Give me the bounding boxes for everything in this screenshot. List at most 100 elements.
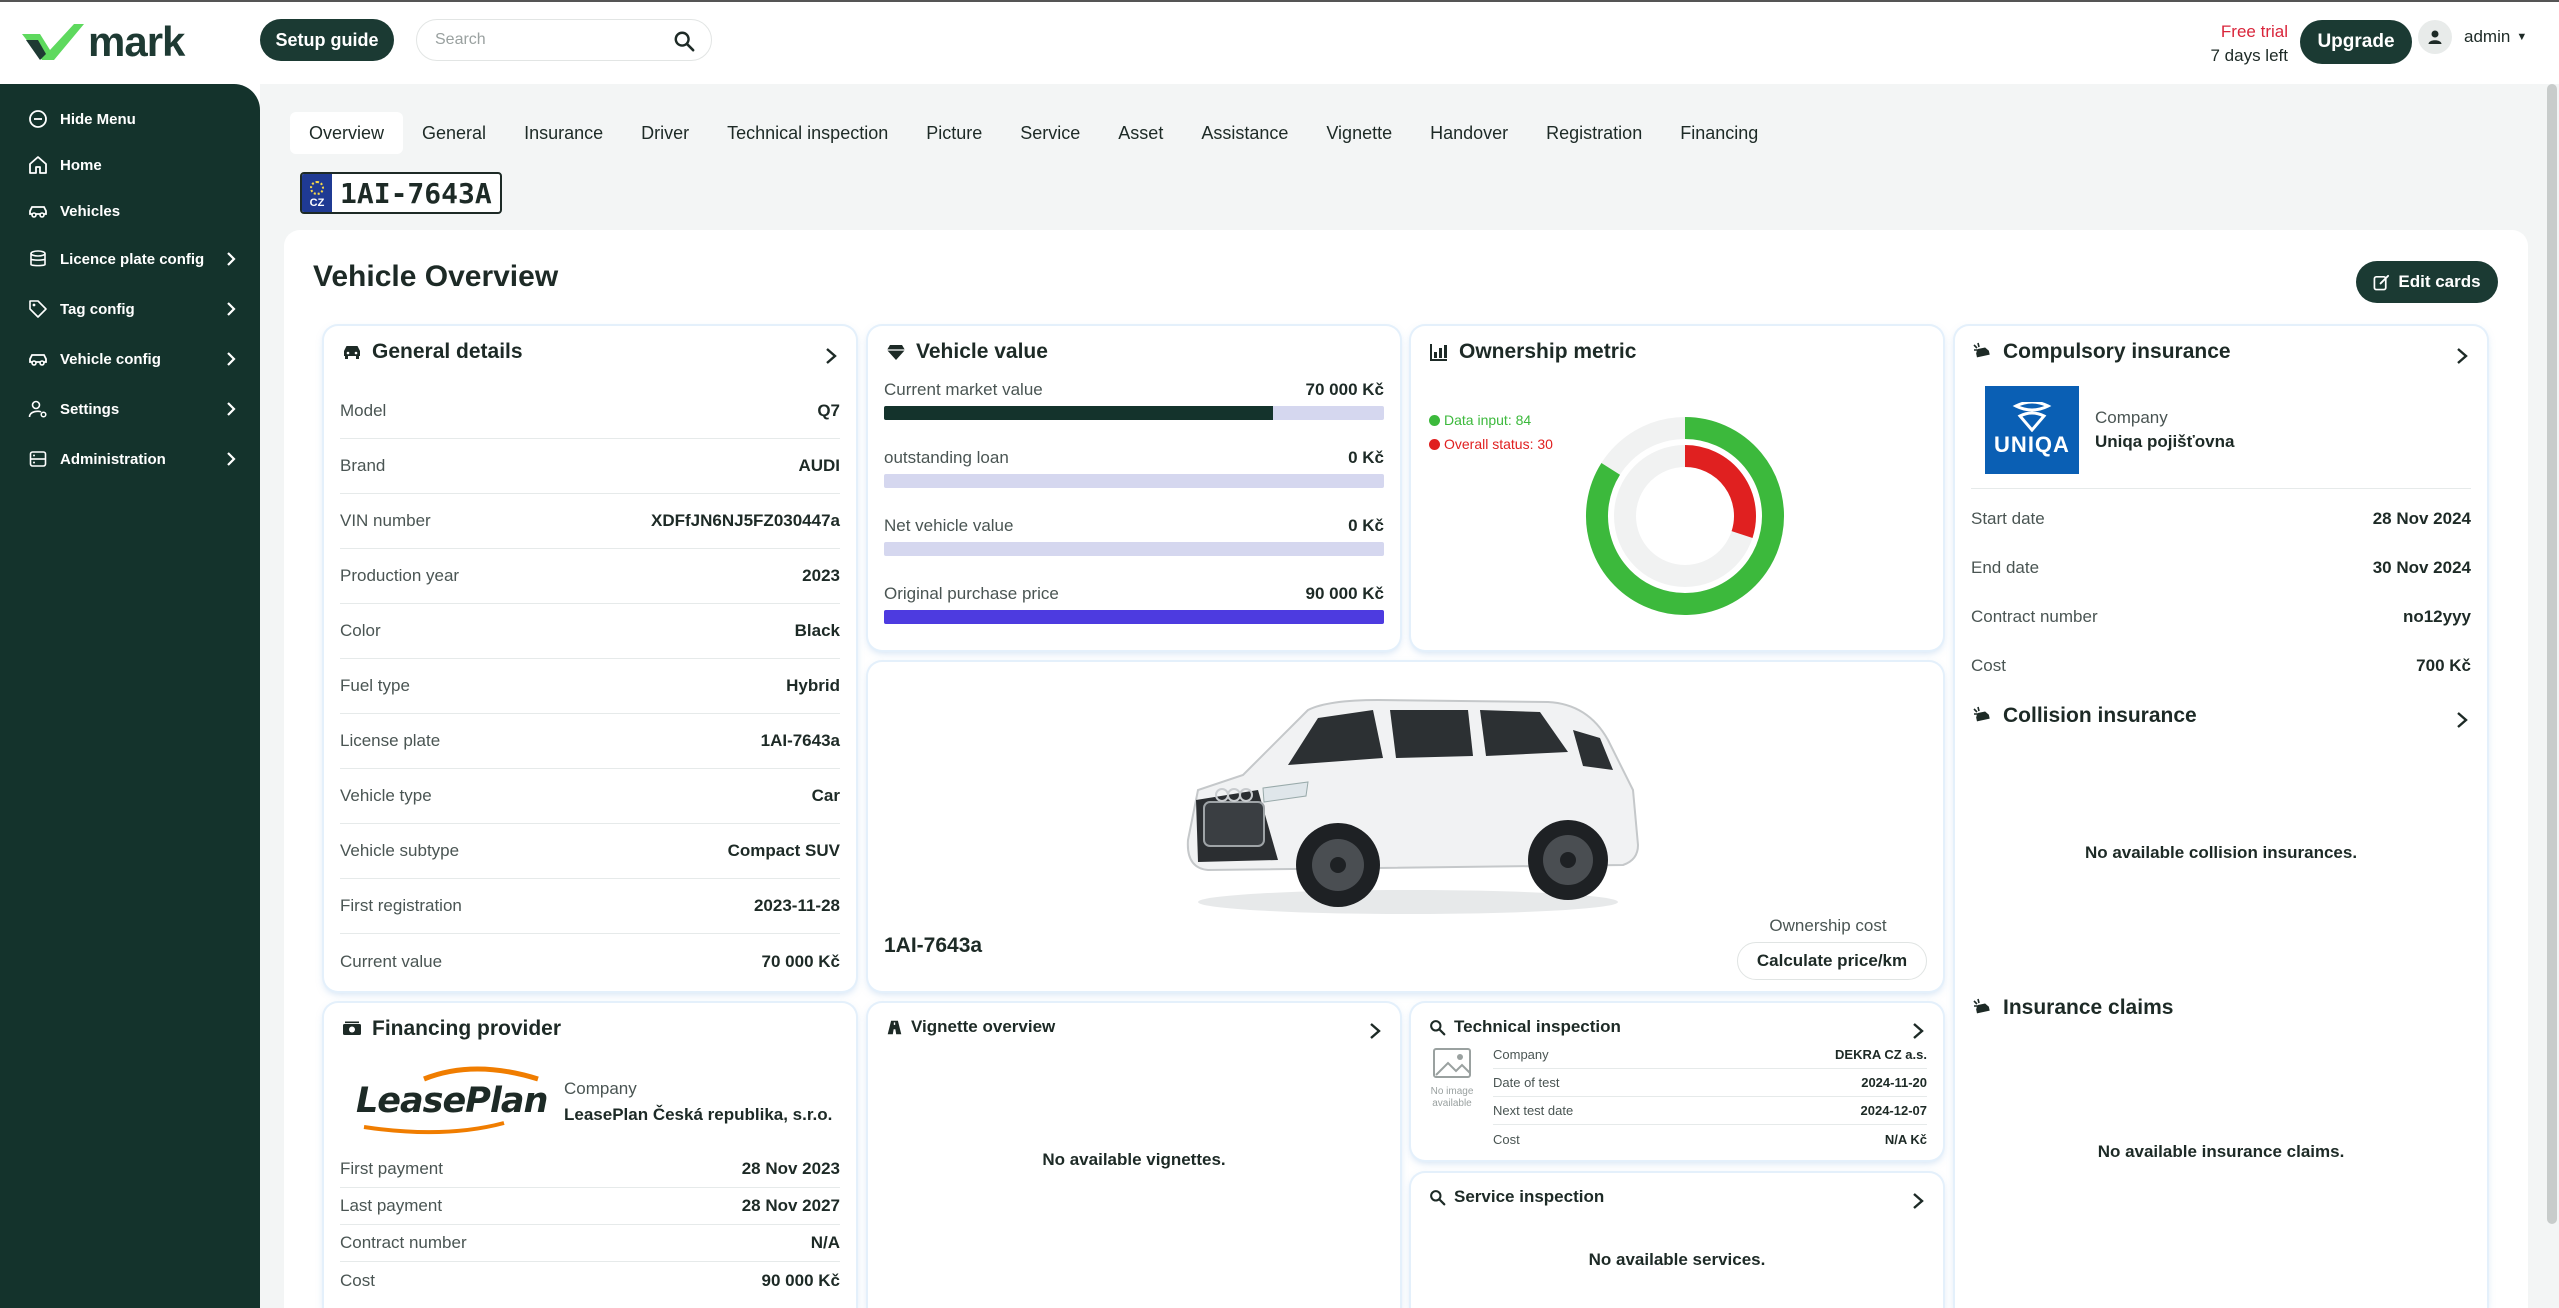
row-label: Cost	[1493, 1131, 1520, 1147]
page-scrollbar[interactable]	[2547, 84, 2557, 1224]
sidebar-item-home[interactable]: Home	[0, 142, 260, 188]
database-icon	[29, 451, 47, 467]
sidebar-item-tag-config[interactable]: Tag config	[0, 284, 260, 334]
bar-value: 0 Kč	[1348, 448, 1384, 467]
chevron-right-icon[interactable]	[1368, 1021, 1382, 1041]
row-value: 2024-12-07	[1860, 1103, 1928, 1118]
chevron-right-icon[interactable]	[1911, 1021, 1925, 1041]
chevron-right-icon[interactable]	[2455, 710, 2469, 730]
card-title: Service inspection	[1429, 1187, 1604, 1207]
eu-flag-icon: CZ	[302, 174, 332, 212]
chevron-right-icon[interactable]	[2455, 346, 2469, 366]
license-plate: CZ 1AI-7643A	[300, 172, 502, 214]
provider-info: Company LeasePlan Česká republika, s.r.o…	[564, 1079, 832, 1125]
bar-value: 90 000 Kč	[1305, 584, 1384, 603]
chevron-right-icon[interactable]	[824, 346, 838, 366]
empty-collision-message: No available collision insurances.	[2084, 843, 2358, 862]
leaseplan-logo-text: LeasePlan	[356, 1081, 548, 1121]
row-label: First payment	[340, 1159, 443, 1178]
sidebar-item-settings[interactable]: Settings	[0, 384, 260, 434]
brand-logo[interactable]: mark	[22, 18, 185, 65]
tab-vignette[interactable]: Vignette	[1326, 122, 1393, 143]
card-title: Technical inspection	[1429, 1017, 1621, 1037]
trial-status: Free trial 7 days left	[2150, 20, 2289, 68]
tab-handover[interactable]: Handover	[1430, 122, 1509, 143]
row-label: Current value	[340, 951, 443, 971]
table-row: End date 30 Nov 2024	[1971, 543, 2471, 592]
search-input[interactable]	[435, 31, 665, 49]
chevron-right-icon[interactable]	[1911, 1191, 1925, 1211]
tab-overview[interactable]: Overview	[290, 112, 404, 154]
card-title: Financing provider	[342, 1017, 561, 1041]
company-label: Company	[2095, 408, 2168, 427]
uniqa-logo-text: UNIQA	[1994, 432, 2070, 457]
row-value: 28 Nov 2024	[2372, 508, 2471, 528]
tab-financing[interactable]: Financing	[1680, 122, 1759, 143]
outstanding-loan-bar: outstanding loan 0 Kč	[884, 448, 1384, 488]
calculate-price-button[interactable]: Calculate price/km	[1737, 942, 1927, 980]
card-title-label: Insurance claims	[2003, 996, 2174, 1019]
minus-circle-icon	[29, 110, 47, 128]
sidebar-item-vehicles[interactable]: Vehicles	[0, 188, 260, 234]
empty-vignettes-message: No available vignettes.	[1042, 1150, 1226, 1169]
setup-guide-button[interactable]: Setup guide	[260, 19, 394, 61]
upgrade-button[interactable]: Upgrade	[2300, 20, 2412, 64]
row-value: Hybrid	[786, 676, 840, 695]
vehicle-photo	[1186, 698, 1640, 914]
brand-name: mark	[88, 18, 185, 65]
row-value: 70 000 Kč	[761, 951, 840, 971]
username: admin	[2464, 27, 2511, 46]
sidebar-item-hide-menu[interactable]: Hide Menu	[0, 96, 260, 142]
row-label: Fuel type	[340, 676, 410, 695]
diamond-icon	[887, 345, 905, 360]
tab-service[interactable]: Service	[1020, 122, 1081, 143]
row-value: Q7	[817, 401, 840, 420]
row-value: N/A Kč	[1884, 1131, 1927, 1147]
table-row: Fuel type Hybrid	[340, 659, 840, 714]
legend-dot	[1429, 438, 1440, 450]
car-icon	[344, 346, 360, 359]
net-vehicle-value-bar: Net vehicle value 0 Kč	[884, 516, 1384, 556]
insurance-claims-title: Insurance claims	[1973, 996, 2173, 1020]
tab-assistance[interactable]: Assistance	[1201, 122, 1289, 143]
car-icon	[29, 206, 47, 218]
table-row: Vehicle type Car	[340, 769, 840, 824]
table-row: Date of test 2024-11-20	[1493, 1069, 1927, 1097]
tab-general[interactable]: General	[422, 122, 487, 143]
tab-picture[interactable]: Picture	[926, 122, 983, 143]
progress-track	[884, 610, 1384, 624]
edit-cards-button[interactable]: Edit cards	[2356, 261, 2498, 303]
no-image-placeholder: No image available	[1425, 1045, 1479, 1111]
sidebar-item-administration[interactable]: Administration	[0, 434, 260, 484]
progress-track	[884, 474, 1384, 488]
card-title-label: Financing provider	[372, 1017, 562, 1040]
donut-arc-0	[1586, 417, 1784, 615]
tab-driver[interactable]: Driver	[641, 122, 690, 143]
row-label: Last payment	[340, 1196, 443, 1215]
bar-label: Current market value	[884, 380, 1043, 399]
tab-registration[interactable]: Registration	[1546, 122, 1643, 143]
table-row: Current value 70 000 Kč	[340, 934, 840, 989]
sidebar-item-label: Hide Menu	[60, 110, 136, 128]
row-value: 2023	[802, 566, 840, 585]
card-title: Vignette overview	[886, 1017, 1055, 1037]
user-icon	[2428, 30, 2442, 44]
user-menu[interactable]: admin ▼	[2418, 20, 2527, 54]
tag-icon	[29, 300, 47, 318]
sidebar-item-licence-plate-config[interactable]: Licence plate config	[0, 234, 260, 284]
company-name: Uniqa pojišťovna	[2095, 432, 2235, 451]
edit-icon	[2373, 274, 2390, 290]
tab-asset[interactable]: Asset	[1118, 122, 1164, 143]
table-row: Last payment 28 Nov 2027	[340, 1188, 840, 1225]
plate-country: CZ	[309, 197, 325, 209]
card-title-label: General details	[372, 340, 523, 363]
card-title: Vehicle value	[886, 340, 1048, 364]
search-icon[interactable]	[673, 30, 695, 52]
tab-insurance[interactable]: Insurance	[524, 122, 604, 143]
row-value: 28 Nov 2027	[741, 1196, 840, 1215]
image-placeholder-icon	[1433, 1048, 1471, 1078]
legend-dot	[1429, 414, 1440, 426]
tab-technical-inspection[interactable]: Technical inspection	[727, 122, 889, 143]
sidebar-item-label: Home	[60, 156, 102, 174]
sidebar-item-vehicle-config[interactable]: Vehicle config	[0, 334, 260, 384]
